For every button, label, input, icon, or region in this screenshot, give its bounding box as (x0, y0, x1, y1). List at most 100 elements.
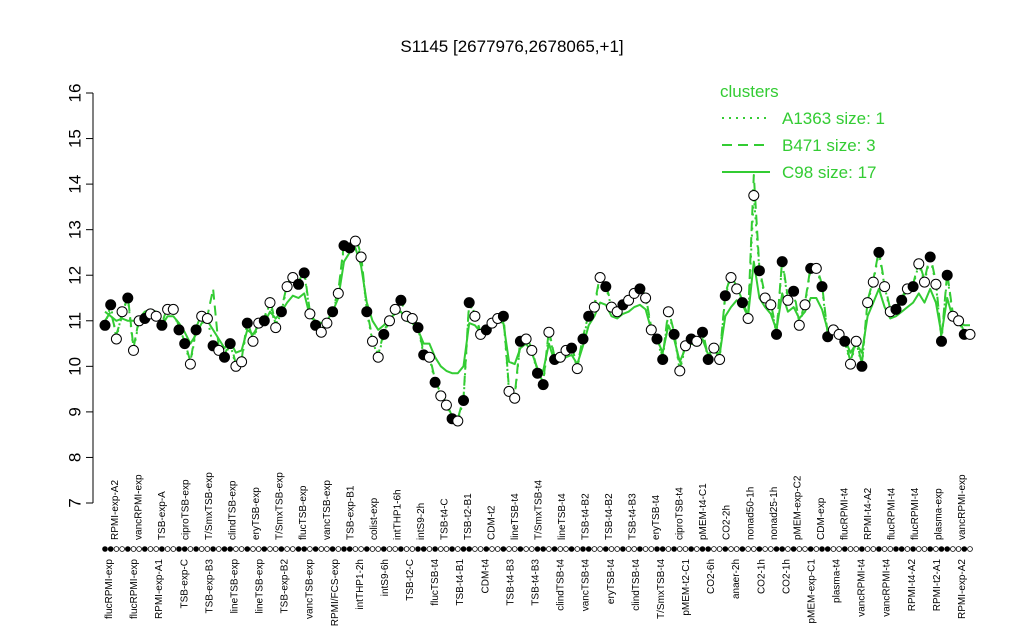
data-point (577, 333, 589, 345)
strip-marker (403, 546, 410, 552)
strip-marker (176, 546, 182, 552)
data-point (668, 328, 680, 340)
strip-marker (341, 546, 347, 552)
data-point (782, 294, 794, 306)
x-tick-label-top: intTHP1-6h (392, 489, 403, 540)
y-tick-label: 12 (66, 266, 85, 285)
x-tick-label-bottom: intTHP1-2h (355, 559, 366, 610)
strip-marker (819, 546, 825, 552)
data-point (241, 317, 253, 329)
strip-marker (426, 546, 433, 552)
x-tick-label-top: plasma-exp (934, 488, 945, 540)
strip-marker (654, 546, 660, 552)
x-tick-label-bottom: clindTSB-t4 (556, 559, 567, 611)
x-tick-label-top: T/SmxTSB-t4 (534, 480, 545, 540)
x-tick-label-bottom: TSB-t4-B3 (505, 559, 516, 606)
x-tick-label-bottom: T/SmxTSB-t4 (656, 559, 667, 619)
strip-marker (352, 546, 359, 552)
x-tick-label-bottom: pMEM-exp-C1 (807, 559, 818, 624)
x-tick-label-bottom: TSB-exp-B3 (204, 559, 215, 614)
data-point (372, 351, 384, 363)
data-point (736, 297, 748, 309)
strip-marker (534, 546, 541, 552)
data-point (788, 285, 800, 297)
y-tick-label: 8 (66, 453, 85, 462)
strip-marker (324, 546, 330, 552)
x-tick-label-top: TSB-t4-C (439, 498, 450, 540)
strip-marker (261, 546, 268, 552)
data-point (384, 315, 395, 327)
strip-marker (454, 546, 461, 552)
x-tick-label-top: TSB-t4-B2 (604, 493, 615, 540)
data-point (719, 290, 731, 302)
x-tick-label-bottom: plasma-t4 (832, 559, 843, 603)
data-point (304, 308, 316, 320)
x-tick-label-top: pMEM-exp-C2 (792, 475, 803, 540)
data-point (588, 301, 600, 313)
data-point (452, 415, 464, 427)
data-point (298, 267, 310, 279)
strip-marker (494, 546, 501, 552)
data-point (583, 310, 595, 322)
data-point (867, 276, 879, 288)
data-point (930, 278, 942, 290)
strip-marker (107, 546, 114, 552)
data-point (657, 354, 669, 365)
strip-marker (614, 546, 620, 552)
data-point (332, 287, 344, 299)
data-point (941, 269, 953, 281)
strip-marker (289, 546, 296, 552)
x-tick-label-top: RPMI-t4-A2 (863, 487, 874, 540)
data-point (105, 299, 117, 311)
data-point (799, 299, 811, 311)
data-point (201, 313, 213, 324)
data-point (315, 326, 327, 338)
data-point (293, 278, 304, 290)
strip-marker (420, 546, 427, 552)
strip-marker (870, 546, 877, 552)
data-point (116, 306, 128, 318)
strip-marker (187, 546, 194, 552)
strip-marker (130, 546, 137, 552)
strip-marker (904, 546, 911, 552)
data-point (150, 310, 162, 322)
data-point (862, 297, 874, 309)
data-point (776, 256, 788, 268)
strip-marker (250, 546, 256, 552)
strip-marker (580, 546, 586, 552)
x-tick-label-top: lineTSB-t4 (510, 493, 521, 540)
data-point (748, 190, 760, 201)
strip-marker (210, 546, 216, 552)
strip-marker (375, 546, 382, 552)
data-point (389, 303, 401, 315)
strip-marker (136, 546, 142, 552)
strip-marker (284, 546, 290, 552)
strip-marker (142, 546, 148, 552)
data-point (771, 328, 782, 340)
x-tick-label-top: eryTSB-t4 (651, 495, 662, 540)
strip-marker (460, 546, 467, 552)
dot-strip (102, 546, 973, 552)
strip-marker (938, 546, 945, 552)
data-point (708, 342, 720, 354)
data-point (509, 392, 521, 404)
strip-marker (477, 546, 484, 552)
strip-marker (472, 546, 478, 552)
data-point (520, 333, 532, 345)
strip-marker (585, 546, 592, 552)
x-tick-label-top: ciproTSB-t4 (675, 487, 686, 540)
strip-marker (711, 546, 717, 552)
strip-marker (830, 546, 837, 552)
strip-marker (847, 546, 854, 552)
series-line-solid (104, 246, 970, 375)
strip-marker (785, 546, 791, 552)
x-tick-label-bottom: RPMI-exp-A2 (957, 559, 968, 619)
strip-marker (221, 546, 228, 552)
strip-marker (216, 546, 222, 552)
x-tick-label-top: TSB-exp-B1 (345, 485, 356, 540)
x-tick-label-top: vancTSB-exp (322, 480, 333, 540)
strip-marker (295, 546, 302, 552)
data-point (765, 299, 777, 311)
x-tick-label-bottom: lineTSB-exp (255, 559, 266, 614)
x-tick-label-bottom: TSB-t4-B3 (531, 559, 542, 606)
